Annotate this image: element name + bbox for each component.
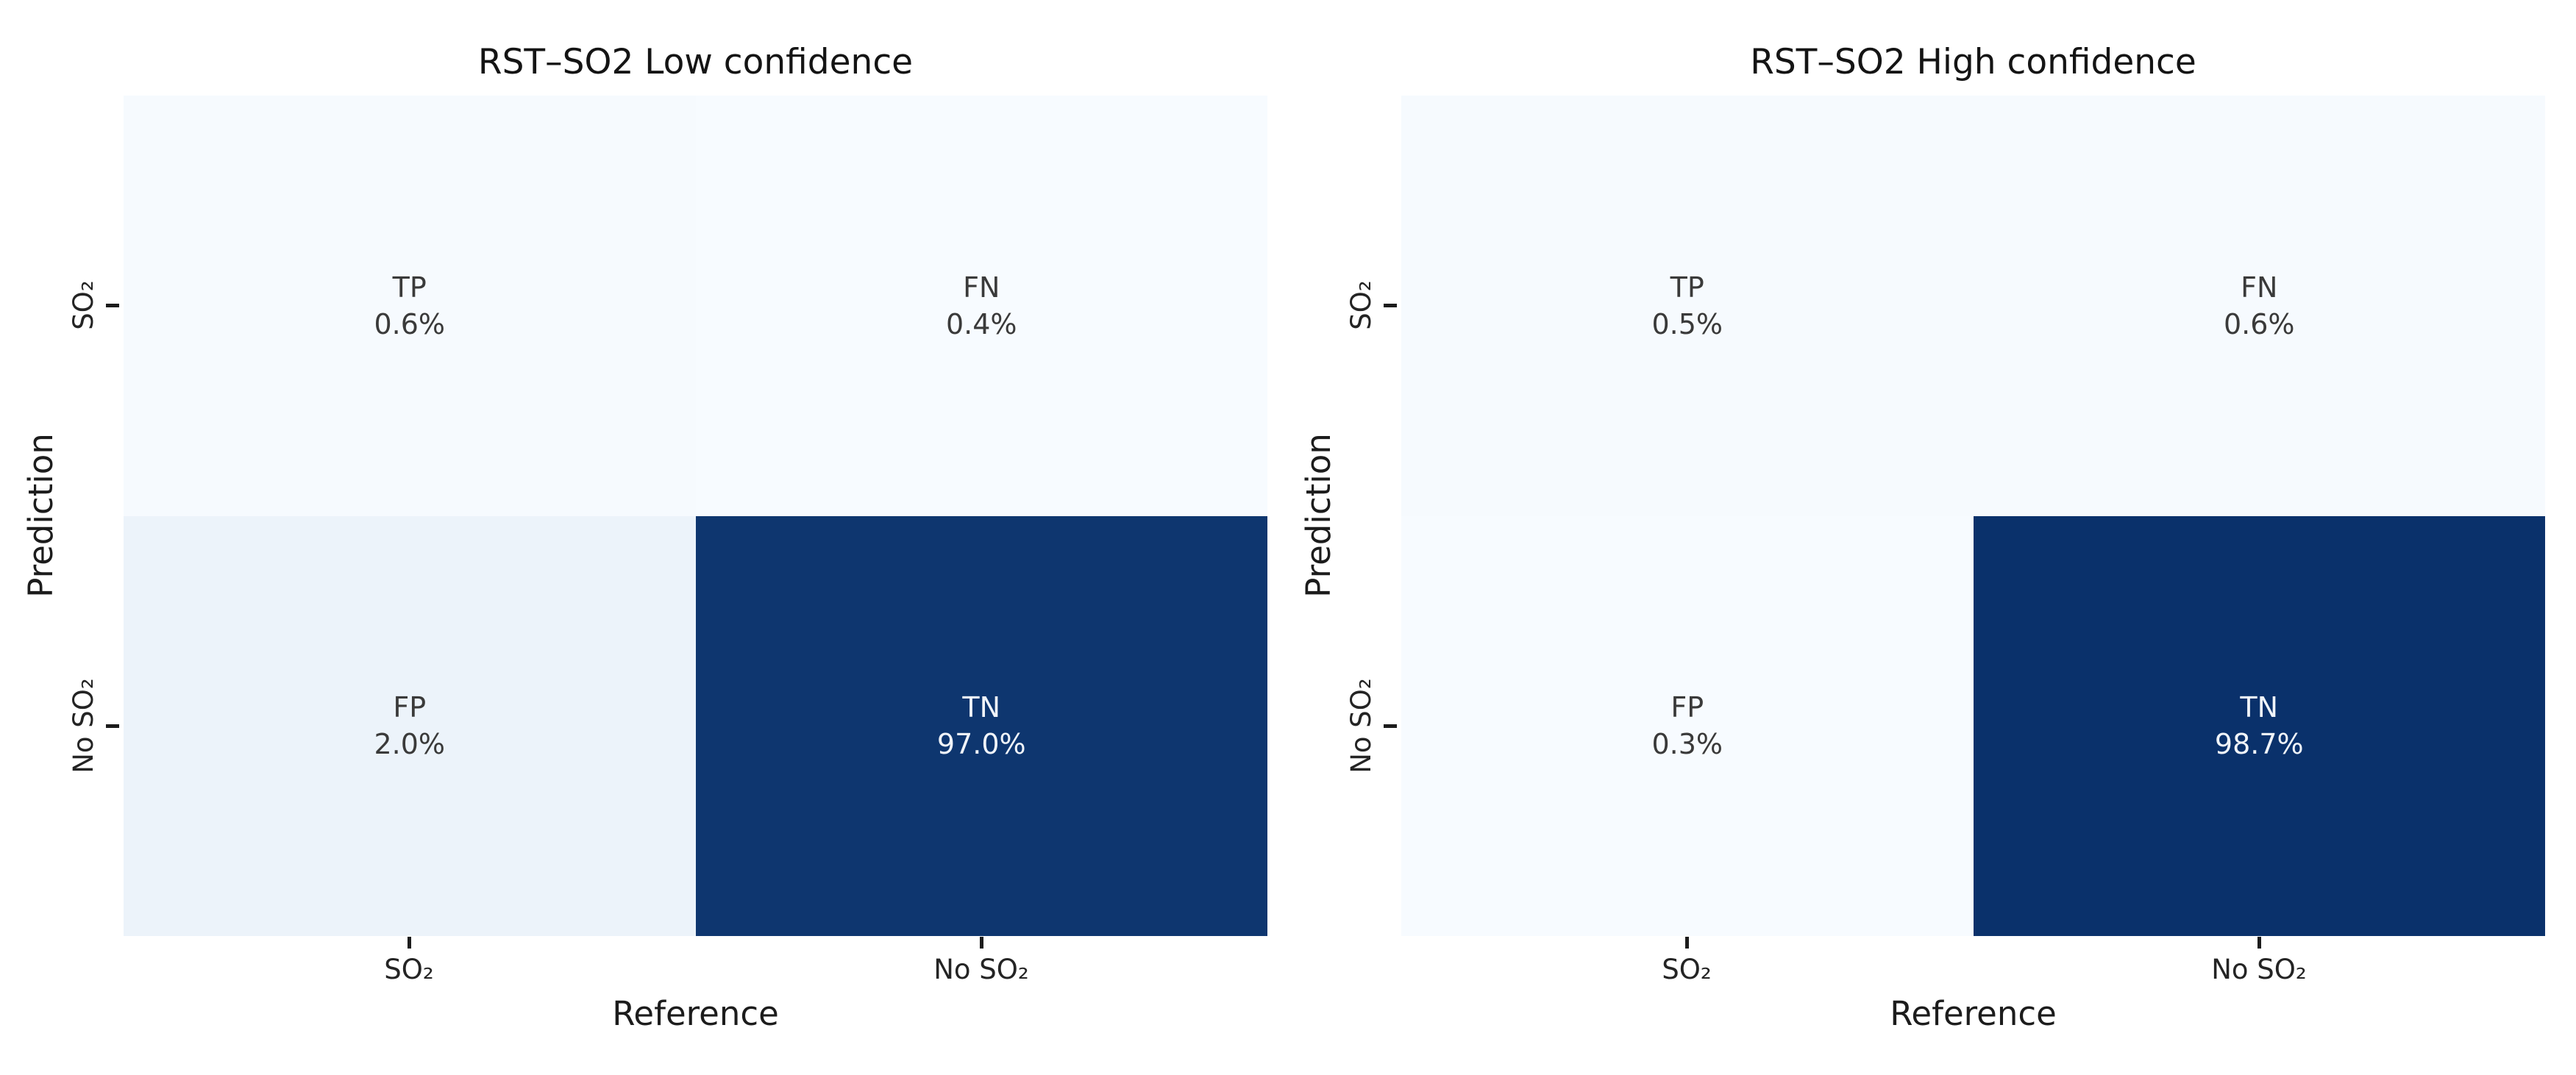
y-axis-label: Prediction (21, 433, 60, 598)
cell-value: 0.5% (1651, 307, 1723, 340)
cell-tn: TN 98.7% (1973, 515, 2545, 936)
heatmap: TP 0.5% FN 0.6% FP 0.3% TN 98.7% (1401, 96, 2545, 936)
y-tick-so2: SO₂ (67, 280, 99, 330)
y-tick-mark (1384, 724, 1397, 728)
cell-tp: TP 0.5% (1401, 96, 1974, 516)
cell-fp: FP 0.3% (1401, 515, 1974, 936)
cell-value: 2.0% (374, 728, 446, 761)
cell-value: 98.7% (2214, 728, 2304, 761)
heatmap: TP 0.6% FN 0.4% FP 2.0% TN 97.0% (124, 96, 1267, 936)
y-tick-mark (1384, 304, 1397, 307)
cell-label: FN (2241, 271, 2278, 304)
cell-tp: TP 0.6% (124, 96, 696, 516)
cell-value: 0.4% (945, 307, 1017, 340)
x-tick-mark (980, 937, 983, 949)
y-tick-mark (106, 304, 119, 307)
cell-label: TN (2240, 691, 2279, 724)
cell-label: TP (392, 271, 427, 304)
x-tick-no-so2: No SO₂ (2211, 953, 2307, 985)
y-tick-mark (106, 724, 119, 728)
cell-fn: FN 0.4% (695, 96, 1267, 516)
y-axis-label: Prediction (1298, 433, 1338, 598)
panel-title: RST–SO2 Low confidence (477, 42, 914, 82)
y-tick-so2: SO₂ (1345, 280, 1377, 330)
y-tick-no-so2: No SO₂ (67, 678, 99, 774)
cell-value: 0.3% (1651, 728, 1723, 761)
cell-label: FP (393, 691, 427, 724)
x-axis-label: Reference (1890, 994, 2057, 1033)
cell-value: 0.6% (2223, 307, 2295, 340)
x-tick-so2: SO₂ (1662, 953, 1712, 985)
cell-label: FN (963, 271, 1000, 304)
x-tick-mark (1685, 937, 1689, 949)
cell-fp: FP 2.0% (124, 515, 696, 936)
y-tick-no-so2: No SO₂ (1345, 678, 1377, 774)
cell-label: FP (1671, 691, 1704, 724)
cell-label: TN (962, 691, 1001, 724)
cell-label: TP (1670, 271, 1704, 304)
x-tick-mark (2257, 937, 2261, 949)
panel-low-confidence: RST–SO2 Low confidence Prediction SO₂ No… (21, 42, 1267, 1033)
x-tick-mark (408, 937, 411, 949)
x-tick-no-so2: No SO₂ (933, 953, 1029, 985)
panel-high-confidence: RST–SO2 High confidence Prediction SO₂ N… (1278, 0, 2576, 1075)
cell-value: 0.6% (374, 307, 446, 340)
panel-title: RST–SO2 High confidence (1750, 42, 2196, 82)
x-axis-label: Reference (612, 994, 779, 1033)
cell-tn: TN 97.0% (695, 515, 1267, 936)
cell-fn: FN 0.6% (1973, 96, 2545, 516)
cell-value: 97.0% (936, 728, 1026, 761)
x-tick-so2: SO₂ (384, 953, 434, 985)
